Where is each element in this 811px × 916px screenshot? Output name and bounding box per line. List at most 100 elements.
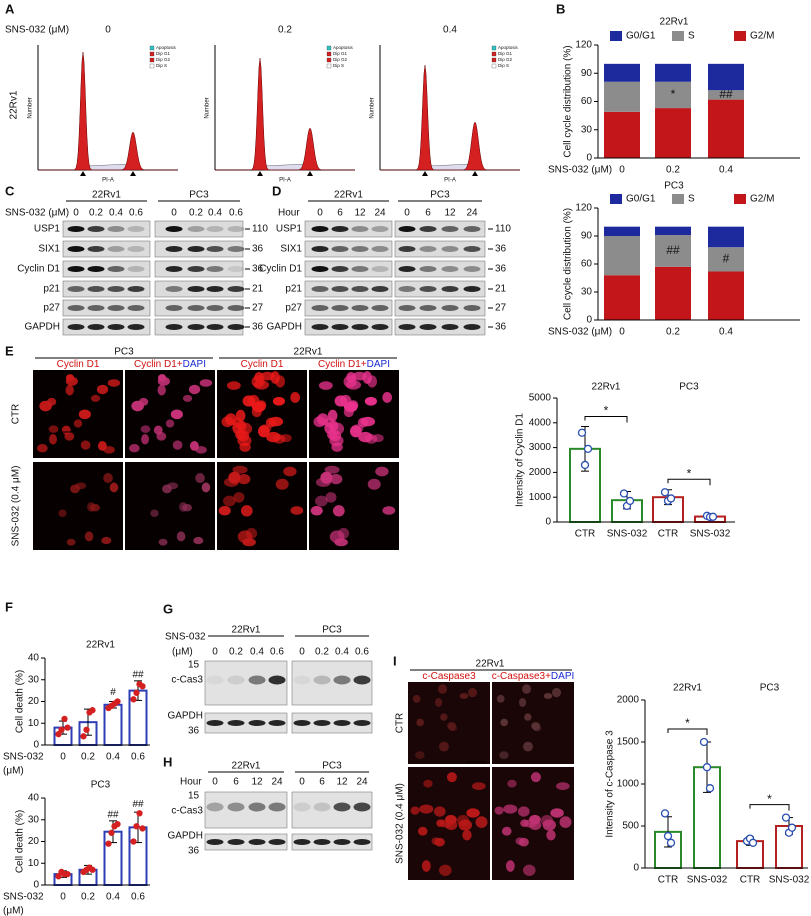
nucleus — [518, 697, 527, 707]
header-stain: Cyclin D1 — [241, 359, 284, 370]
y-tick-label: 0 — [586, 315, 592, 326]
data-point — [108, 829, 115, 836]
band — [107, 324, 125, 330]
nucleus — [140, 425, 151, 433]
nucleus — [334, 538, 348, 547]
mw-label: 110 — [495, 224, 511, 235]
axis-title: PI-A — [279, 178, 291, 184]
band — [206, 324, 224, 330]
nucleus — [315, 477, 331, 488]
nucleus — [337, 527, 350, 539]
nucleus — [448, 723, 456, 731]
x-tick-label: CTR — [658, 529, 679, 540]
data-point — [130, 696, 137, 703]
nucleus — [172, 440, 183, 450]
band — [463, 266, 481, 272]
band — [371, 324, 389, 330]
nucleus — [446, 772, 457, 783]
blot-strip — [394, 240, 486, 258]
mw-label: 27 — [495, 303, 507, 314]
peak-marker — [80, 171, 86, 176]
band — [351, 305, 369, 311]
significance-label: ## — [132, 799, 144, 810]
lane-label: 0 — [317, 208, 323, 219]
nucleus — [456, 815, 470, 827]
legend-swatch — [491, 57, 497, 63]
protein-label: GAPDH — [167, 711, 203, 722]
band — [165, 266, 183, 272]
legend-label: Dip S — [156, 63, 167, 68]
cell-line-label: PC3 — [114, 347, 134, 358]
band — [127, 226, 145, 232]
bar-segment — [655, 235, 691, 267]
data-point — [748, 838, 758, 847]
nucleus — [157, 384, 166, 396]
nucleus — [139, 397, 149, 406]
nucleus — [332, 505, 345, 517]
nucleus — [182, 394, 193, 402]
y-tick-label: 20 — [28, 696, 40, 707]
y-tick-label: 90 — [581, 68, 593, 79]
nucleus — [499, 751, 509, 760]
data-point — [64, 870, 71, 878]
data-point — [619, 489, 629, 498]
axis-title: Number — [370, 97, 376, 118]
band — [371, 305, 389, 311]
nucleus — [459, 692, 469, 700]
data-point — [660, 488, 670, 497]
nucleus — [433, 806, 446, 817]
nucleus — [434, 837, 445, 847]
nucleus — [290, 506, 304, 515]
blot-strip — [204, 712, 288, 734]
nucleus — [141, 434, 149, 445]
legend-swatch — [149, 63, 155, 69]
nucleus — [275, 478, 289, 490]
nucleus — [507, 779, 517, 788]
nucleus — [58, 509, 67, 517]
legend-swatch — [326, 63, 332, 69]
group-label: PC3 — [679, 382, 699, 393]
mw-label: 36 — [252, 244, 264, 255]
y-axis-title: Intensity of Cyclin D1 — [515, 413, 526, 507]
significance-label: * — [687, 466, 692, 480]
band — [331, 226, 349, 232]
dose-label: 0.2 — [278, 25, 292, 36]
column-header: Cyclin D1 — [57, 359, 100, 370]
nucleus — [412, 694, 421, 703]
bar-segment — [655, 81, 691, 109]
nucleus — [334, 395, 348, 407]
data-point — [708, 512, 718, 521]
band — [127, 246, 145, 252]
legend-swatch — [326, 51, 332, 57]
nucleus — [157, 376, 170, 386]
band — [441, 324, 459, 330]
nucleus — [530, 772, 541, 783]
nucleus — [559, 816, 572, 828]
axis-title: Number — [205, 97, 211, 118]
band — [87, 266, 105, 272]
band — [333, 675, 351, 685]
lane-label: 12 — [444, 208, 456, 219]
lane-label: 0 — [299, 647, 305, 658]
nucleus — [107, 379, 121, 387]
x-tick-label: 0.2 — [81, 752, 95, 763]
x-axis-title: SNS-032 — [3, 892, 44, 903]
lane-label: 0.4 — [109, 208, 123, 219]
blot-strip — [62, 240, 151, 258]
band — [463, 246, 481, 252]
header-counterstain: DAPI — [367, 359, 390, 370]
band — [441, 286, 459, 292]
band — [331, 266, 349, 272]
data-point — [130, 838, 137, 845]
axis-title: Number — [28, 97, 34, 118]
nucleus — [419, 804, 434, 814]
band — [206, 226, 224, 232]
data-point — [666, 494, 676, 503]
data-point — [133, 689, 140, 696]
data-point — [61, 715, 68, 723]
protein-label: GAPDH — [24, 322, 60, 333]
legend-label: Dip G2 — [333, 57, 348, 62]
y-tick-label: 1000 — [617, 779, 640, 790]
lane-label: 0.2 — [229, 647, 243, 658]
significance-label: * — [604, 404, 609, 418]
